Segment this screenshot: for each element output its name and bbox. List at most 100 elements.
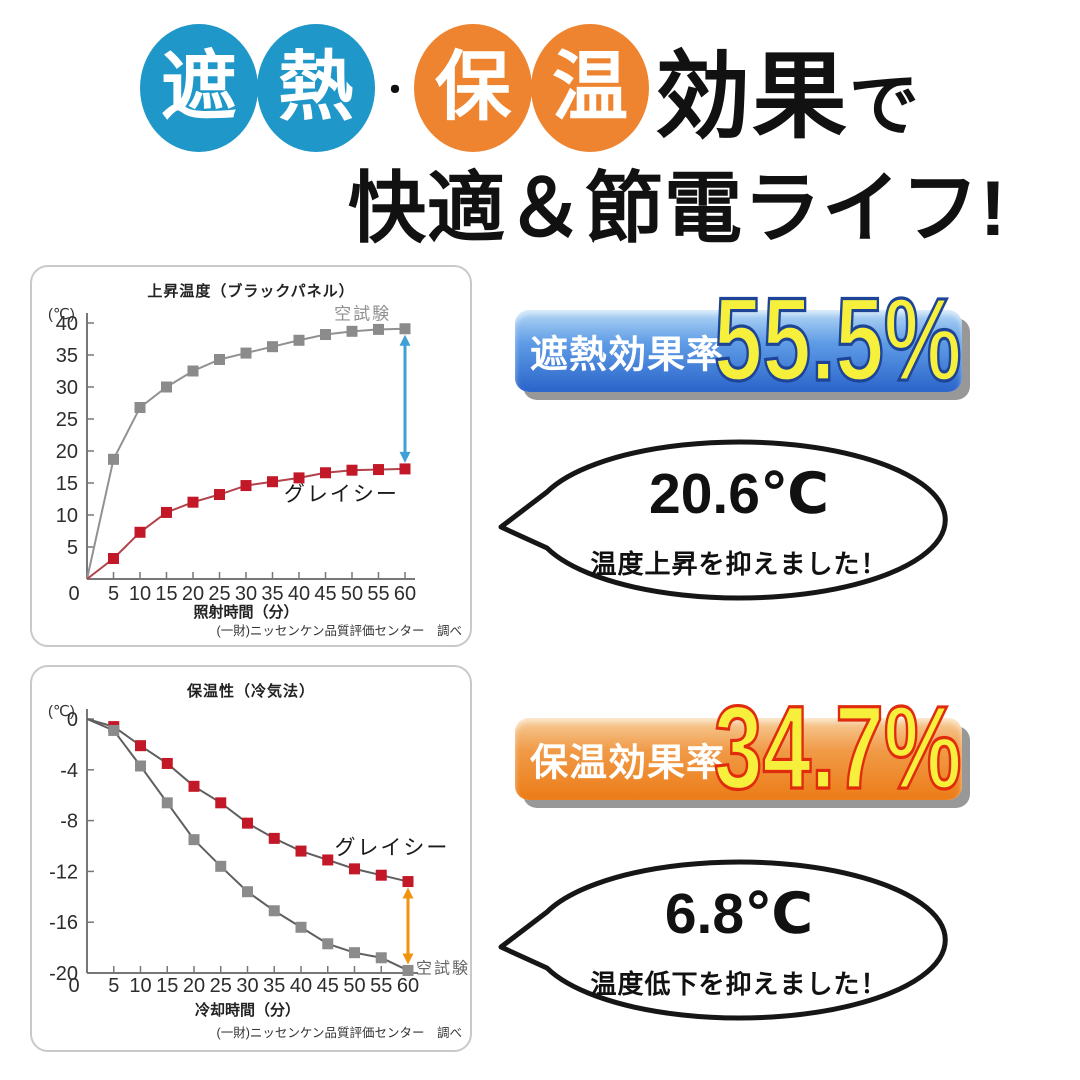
data-point <box>108 453 119 465</box>
circle-sha: 遮 <box>140 24 258 152</box>
shield-bubble-text: 温度上昇を抑えました！ <box>590 549 887 579</box>
data-point <box>373 323 384 335</box>
chart-panel-heat-retention: 保温性（冷気法） 0 5 10 15 20 25 30 35 40 45 50 55 60 0 -4 -8 -1… <box>30 665 472 1052</box>
y-tick-label: -16 <box>49 912 78 934</box>
shield-speech-bubble: 20.6℃ 温度上昇を抑えました！ <box>498 439 948 601</box>
warm-bubble-value: 6.8℃ <box>665 882 813 946</box>
data-point <box>135 760 146 772</box>
x-tick-label: 40 <box>290 975 312 997</box>
y-unit-label: (℃) <box>48 703 75 720</box>
circle-sha-char: 遮 <box>161 45 237 130</box>
x-tick-label: 20 <box>183 975 205 997</box>
y-unit-label: (℃) <box>48 306 75 323</box>
circle-ho: 保 <box>414 24 532 152</box>
y-tick-label: 0 <box>67 709 78 731</box>
data-point <box>295 921 307 933</box>
header-line2: 快適＆節電ライフ! <box>348 164 1007 252</box>
chart-panel-heat-rise: 上昇温度（ブラックパネル） 0 5 10 15 20 25 30 35 40 45 50 55 60 5 1… <box>30 265 472 647</box>
warm-speech-bubble: 6.8℃ 温度低下を抑えました！ <box>498 859 948 1021</box>
circle-ho-char: 保 <box>435 45 511 130</box>
x-tick-label: 45 <box>314 583 336 605</box>
x-tick-label: 60 <box>397 975 419 997</box>
data-point <box>214 489 225 501</box>
y-tick-label: 15 <box>56 473 78 495</box>
data-point <box>108 724 120 736</box>
data-point <box>402 876 414 888</box>
data-point <box>349 863 360 875</box>
data-point <box>373 464 384 476</box>
data-point <box>240 480 252 492</box>
shield-badge-label: 遮熱効果率 <box>530 334 726 377</box>
y-tick-label: 35 <box>56 345 78 367</box>
data-point <box>375 952 387 964</box>
warm-bubble-text: 温度低下を抑えました！ <box>590 969 887 999</box>
data-point <box>268 905 280 917</box>
x-tick-label: 55 <box>367 583 389 605</box>
data-point <box>267 476 278 488</box>
data-point <box>375 869 387 881</box>
line-chart-heat-retention: 0 5 10 15 20 25 30 35 40 45 50 55 60 0 -4 -8 -12 -16 -20 (℃… <box>48 703 468 1040</box>
series-label: グレイシー <box>284 483 399 506</box>
circle-on: 温 <box>531 24 649 152</box>
arrow-head-bottom <box>399 451 411 463</box>
source-note: (一財)ニッセンケン品質評価センター 調べ <box>217 1025 462 1040</box>
data-point <box>240 347 252 359</box>
x-axis-label: 照射時間（分） <box>193 603 298 621</box>
x-tick-label: 55 <box>370 975 392 997</box>
data-point <box>242 886 253 898</box>
chart-title-heat-rise: 上昇温度（ブラックパネル） <box>147 283 355 300</box>
speech-bubble-shape <box>498 439 948 601</box>
y-tick-label: 40 <box>56 313 78 335</box>
y-tick-label: 10 <box>56 505 78 527</box>
data-point <box>349 947 360 959</box>
x-tick-label: 5 <box>108 975 119 997</box>
data-point <box>399 463 411 475</box>
series-label: グレイシー <box>334 837 449 860</box>
arrow-head-bottom <box>402 953 414 965</box>
x-axis-label: 冷却時間（分） <box>195 1001 300 1019</box>
suffix-de: で <box>849 66 920 144</box>
y-tick-label: -8 <box>60 811 78 833</box>
y-tick-label: -4 <box>60 760 78 782</box>
line-chart-heat-rise: 0 5 10 15 20 25 30 35 40 45 50 55 60510152025303540(… <box>48 304 462 638</box>
shield-effect-badge: 遮熱効果率 55.5% <box>515 279 963 400</box>
data-point <box>268 832 280 844</box>
x-tick-label: 45 <box>317 975 339 997</box>
separator-dot: ・ <box>378 72 412 110</box>
data-point <box>242 817 253 829</box>
data-point <box>161 757 173 769</box>
x-tick-label: 50 <box>343 975 365 997</box>
data-point <box>267 341 278 353</box>
arrow-head-top <box>399 334 411 346</box>
data-point <box>295 845 307 857</box>
suffix-kouka: 効果 <box>655 44 850 150</box>
speech-bubble-shape <box>498 859 948 1021</box>
data-point <box>399 323 411 335</box>
x-tick-label: 35 <box>263 975 285 997</box>
arrow-head-top <box>402 887 414 899</box>
x-tick-label: 30 <box>236 975 258 997</box>
x-tick-label: 60 <box>394 583 416 605</box>
data-point <box>215 797 227 809</box>
data-point <box>346 325 358 337</box>
data-point <box>134 401 146 413</box>
circle-netsu-char: 熱 <box>278 45 354 130</box>
data-point <box>320 467 331 479</box>
chart-title-heat-retention: 保温性（冷気法） <box>186 683 315 700</box>
data-point <box>346 464 358 476</box>
y-tick-label: 25 <box>56 409 78 431</box>
data-point <box>161 506 172 518</box>
data-point <box>161 381 172 393</box>
x-tick-label: 25 <box>208 583 230 605</box>
warm-badge-label: 保温効果率 <box>530 742 726 785</box>
x-tick-label: 30 <box>235 583 257 605</box>
data-point <box>187 496 199 508</box>
data-point <box>322 854 334 866</box>
data-point <box>108 553 119 565</box>
y-tick-label: -12 <box>49 861 78 883</box>
data-point <box>134 526 146 538</box>
x-tick-label: 5 <box>108 583 119 605</box>
y-tick-label: 30 <box>56 377 78 399</box>
y-tick-label: -20 <box>49 963 78 985</box>
